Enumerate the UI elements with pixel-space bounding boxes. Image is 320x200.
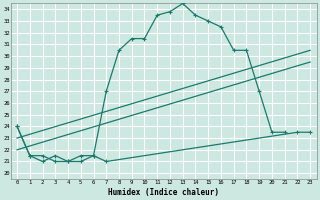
- X-axis label: Humidex (Indice chaleur): Humidex (Indice chaleur): [108, 188, 219, 197]
